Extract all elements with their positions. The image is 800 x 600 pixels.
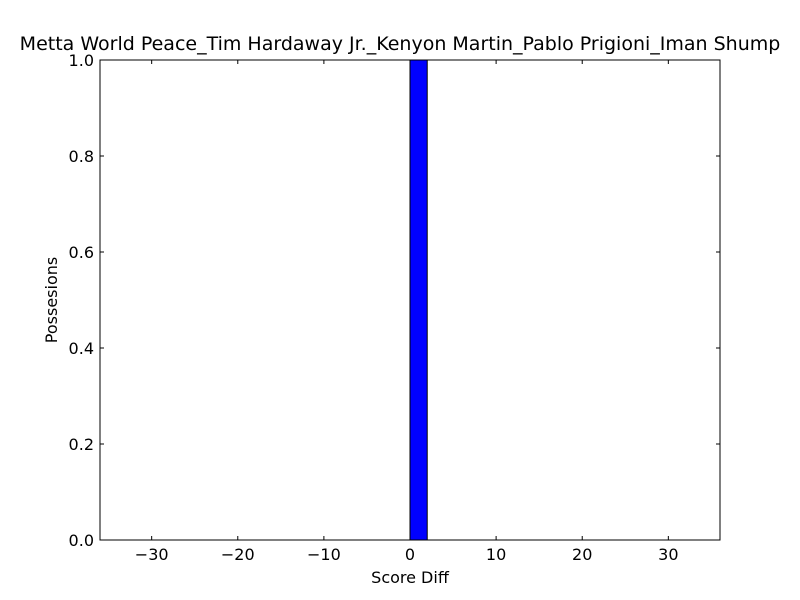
y-tick-label: 1.0	[69, 51, 94, 70]
y-tick-label: 0.2	[69, 435, 94, 454]
chart-title: Metta World Peace_Tim Hardaway Jr._Kenyo…	[19, 33, 781, 55]
x-tick-label: 0	[405, 545, 415, 564]
ticks-layer: −30 −20 −10 0 10 20 30 0.0 0.2 0.4 0.6 0.8 1.0	[69, 51, 720, 564]
plot-frame	[99, 59, 721, 541]
x-tick-label: −10	[307, 545, 341, 564]
x-tick-label: 10	[486, 545, 506, 564]
y-tick-label: 0.0	[69, 531, 94, 550]
y-tick-label: 0.8	[69, 147, 94, 166]
bar-0	[409, 59, 428, 541]
y-tick-label: 0.6	[69, 243, 94, 262]
x-tick-label: −30	[135, 545, 169, 564]
x-axis-label: Score Diff	[371, 568, 450, 587]
y-tick-label: 0.4	[69, 339, 94, 358]
bars-layer	[409, 59, 428, 541]
x-tick-label: 30	[658, 545, 678, 564]
y-axis-label: Possesions	[42, 257, 61, 343]
x-tick-label: 20	[572, 545, 592, 564]
x-tick-label: −20	[221, 545, 255, 564]
